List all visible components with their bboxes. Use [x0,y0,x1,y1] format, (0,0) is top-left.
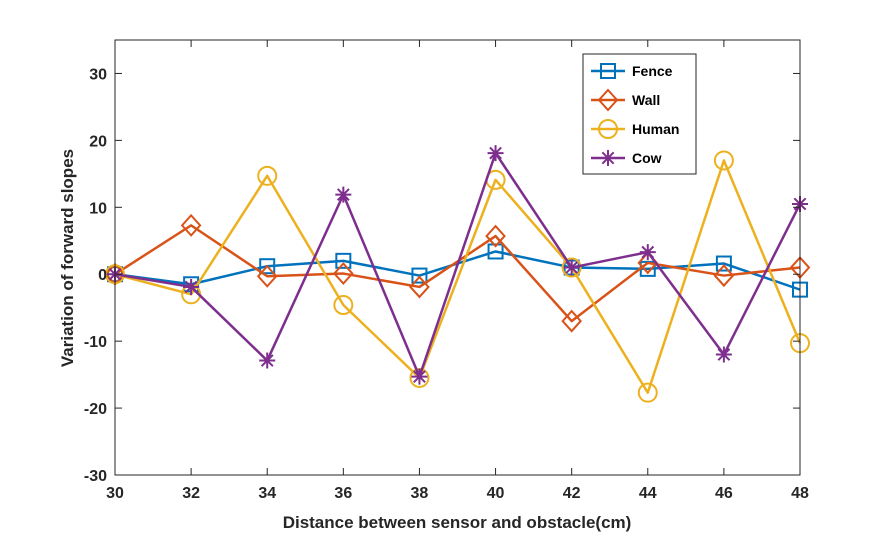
legend-marker-wall [597,88,619,112]
legend: Fence Wall Human Cow [582,53,697,175]
x-tick-label: 42 [563,485,581,502]
x-tick-label: 34 [258,485,276,502]
data-point-human [637,382,658,403]
data-point-human [333,295,354,316]
legend-label-cow: Cow [632,150,662,166]
series-human [105,150,810,403]
x-tick-label: 38 [411,485,429,502]
legend-item-cow: Cow [591,150,662,166]
data-point-cow [411,368,428,385]
plot-frame [114,39,801,476]
x-tick-label: 36 [334,485,352,502]
data-point-human [713,150,734,171]
legend-item-wall: Wall [591,88,660,112]
y-tick-label: 10 [89,200,107,217]
data-point-fence [411,267,428,284]
y-tick-label: 20 [89,133,107,150]
legend-item-human: Human [591,119,679,139]
x-tick-label: 44 [639,485,657,502]
legend-label-wall: Wall [632,92,660,108]
legend-label-human: Human [632,121,679,137]
data-point-cow [335,186,352,203]
data-point-fence [335,252,352,269]
y-tick-label: -20 [84,401,107,418]
y-tick-label: 0 [98,267,107,284]
legend-marker-cow [600,150,616,166]
series-line-cow [114,151,802,378]
data-point-wall [561,309,583,333]
x-tick-label: 32 [182,485,200,502]
data-point-wall [256,264,278,288]
data-point-fence [715,255,732,272]
legend-label-fence: Fence [632,63,673,79]
data-point-wall [180,213,202,237]
series-layer [104,145,811,403]
data-point-cow [563,259,580,276]
y-tick-label: 30 [89,66,107,83]
data-point-wall [713,264,735,288]
y-axis-label: Variation of forward slopes [58,149,77,367]
data-point-wall [409,275,430,299]
data-point-cow [639,244,656,261]
data-point-human [257,165,278,186]
data-point-wall [485,224,506,248]
axis-layer: 30 32 34 36 38 40 42 44 46 48 -30 -20 -10 0 10 20 30 [84,40,809,502]
y-tick-label: -10 [84,334,107,351]
x-tick-label: 48 [791,485,809,502]
x-tick-label: 46 [715,485,733,502]
legend-marker-human [598,119,618,139]
y-tick-label: -30 [84,468,107,485]
series-line-human [114,159,802,394]
data-point-wall [332,262,354,286]
data-point-human [561,257,582,278]
data-point-fence [259,258,276,275]
plot-background [115,40,800,475]
data-point-cow [715,346,732,363]
x-axis-label: Distance between sensor and obstacle(cm) [283,513,632,532]
x-tick-label: 30 [106,485,124,502]
data-point-fence [487,243,504,260]
data-point-cow [259,352,276,369]
data-point-cow [487,145,504,162]
legend-item-fence: Fence [591,63,673,79]
legend-marker-fence [600,63,616,79]
data-point-cow [183,278,200,295]
x-tick-label: 40 [487,485,505,502]
